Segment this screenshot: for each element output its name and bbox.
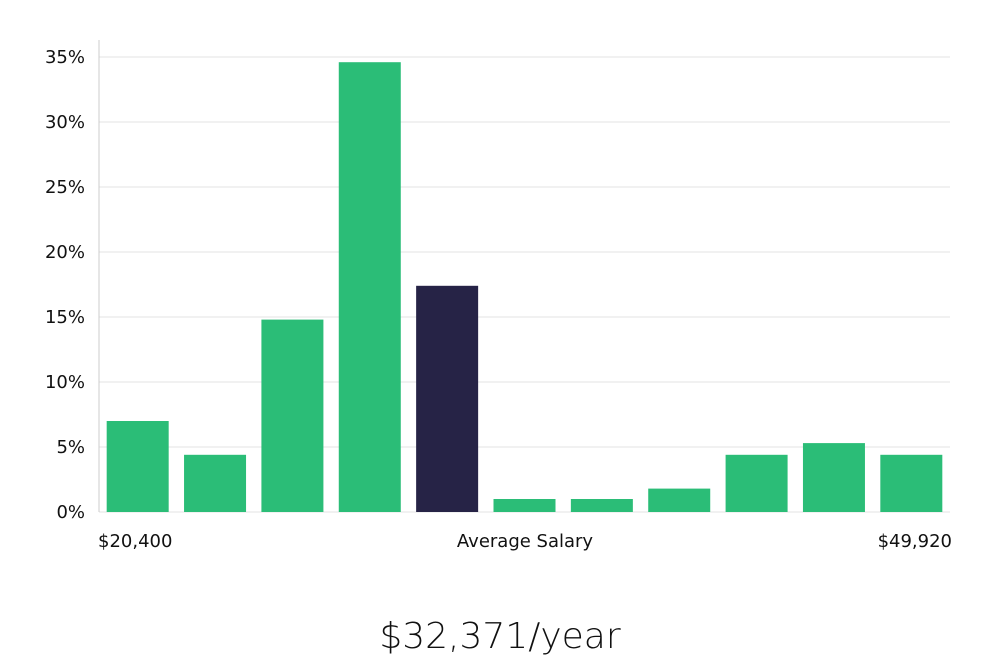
gridlines (99, 56, 950, 513)
bars (106, 62, 943, 512)
bar (493, 499, 556, 512)
bar (570, 499, 633, 512)
average-salary-value: $32,371/year (379, 616, 621, 657)
x-center-label: Average Salary (457, 531, 594, 552)
bar (261, 319, 324, 512)
y-tick-label: 0% (56, 502, 85, 523)
y-tick-label: 25% (45, 177, 85, 198)
bar (338, 62, 401, 512)
y-tick-label: 20% (45, 242, 85, 263)
bar (725, 454, 788, 512)
bar (648, 488, 711, 512)
y-tick-label: 35% (45, 47, 85, 68)
bar (802, 443, 865, 512)
bar (106, 421, 169, 512)
y-tick-label: 5% (56, 437, 85, 458)
bar (880, 454, 943, 512)
y-tick-label: 10% (45, 372, 85, 393)
y-tick-label: 15% (45, 307, 85, 328)
bar-average-salary (416, 285, 479, 512)
x-max-label: $49,920 (878, 531, 952, 552)
y-tick-label: 30% (45, 112, 85, 133)
bar (184, 454, 247, 512)
x-min-label: $20,400 (98, 531, 172, 552)
y-axis-ticks: 0% 5% 10% 15% 20% 25% 30% 35% (45, 47, 85, 523)
